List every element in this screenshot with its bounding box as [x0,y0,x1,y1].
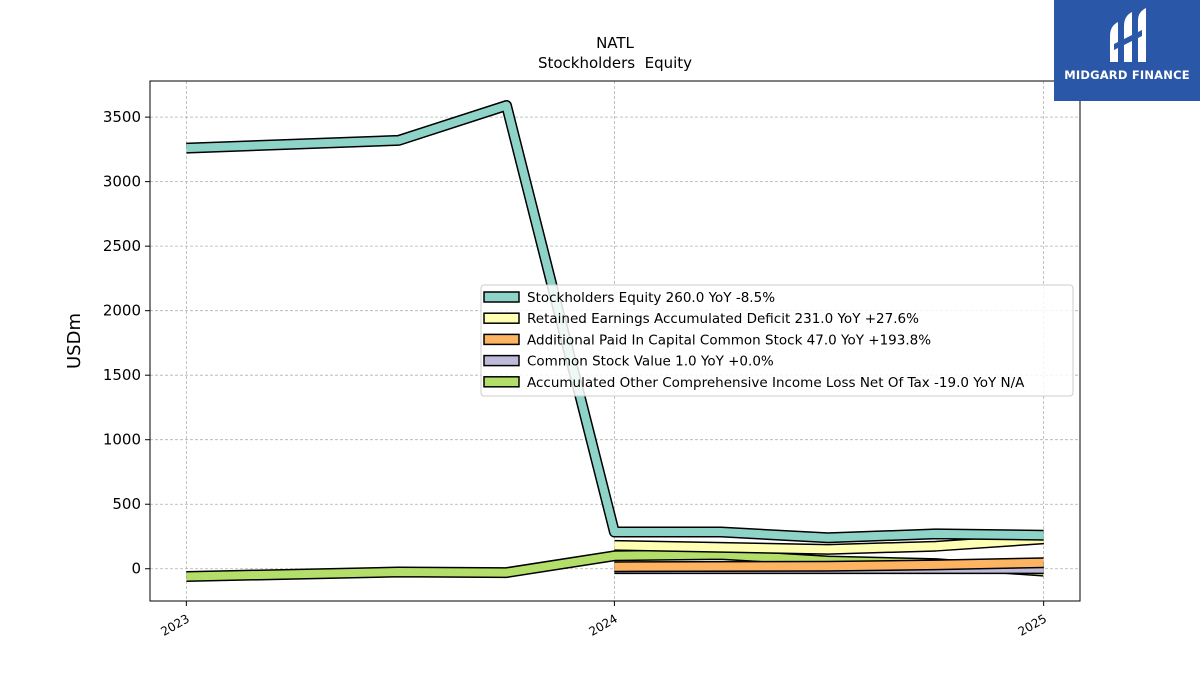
legend-swatch [483,312,520,324]
y-tick-label: 3000 [103,173,141,191]
y-axis-label: USDm [64,313,85,369]
y-tick-label: 1000 [103,431,141,449]
chart-subtitle: Stockholders Equity [538,54,692,72]
x-tick-label: 2023 [158,611,191,638]
series-line [614,533,1044,555]
y-tick-label: 500 [112,495,141,513]
series-line-fill [186,101,1044,542]
y-tick-label: 2500 [103,237,141,255]
y-tick-label: 3500 [103,108,141,126]
legend-box [480,284,1074,397]
logo-mark-icon [1110,8,1146,62]
series-group [186,100,1044,582]
y-tick-label: 1500 [103,366,141,384]
x-tick-label: 2025 [1016,611,1049,638]
legend: Stockholders Equity 260.0 YoY -8.5% Retai… [480,284,1074,397]
legend-entry-label: Retained Earnings Accumulated Deficit 23… [527,311,919,327]
legend-entry-label: Common Stock Value 1.0 YoY +0.0% [527,354,774,370]
brand-logo-text: MIDGARD FINANCE [1064,68,1190,82]
series-line-fill [614,534,1044,554]
legend-swatch [483,354,520,367]
series-line [186,100,1044,544]
x-tick-label: 2024 [586,611,619,638]
y-tick-label: 0 [131,560,141,578]
brand-logo: MIDGARD FINANCE [1054,0,1200,101]
legend-swatch [483,333,520,346]
y-tick-label: 2000 [103,302,141,320]
plot-frame [149,80,1081,602]
legend-entry-label: Additional Paid In Capital Common Stock … [527,332,931,348]
legend-entry-label: Stockholders Equity 260.0 YoY -8.5% [527,290,775,306]
series-line [614,557,1044,573]
legend-swatch [483,291,520,303]
legend-swatch [483,376,520,388]
chart-title: NATL [596,34,634,52]
legend-entry-label: Accumulated Other Comprehensive Income L… [527,375,1025,391]
series-line-fill [614,558,1044,571]
